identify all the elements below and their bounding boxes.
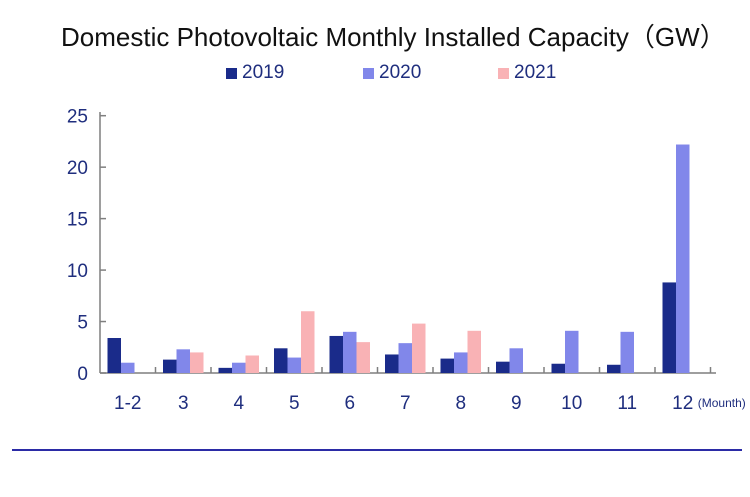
y-axis-label-10: 10 [67,261,88,282]
bar-2019-month-8 [440,358,454,373]
bar-2020-month-3 [176,349,190,373]
bar-2019-month-12 [662,282,676,373]
x-axis-label-9: 9 [511,393,522,414]
x-axis-label-10: 10 [561,393,582,414]
bar-2019-month-3 [163,359,177,373]
bar-2019-month-9 [496,361,510,373]
legend-swatch-2019-icon [226,67,237,79]
chart-title: Domestic Photovoltaic Monthly Installed … [61,22,726,52]
bar-2019-month-7 [385,354,399,373]
bar-2020-month-7 [398,343,412,373]
y-axis-label-20: 20 [67,158,88,179]
chart-legend: 2019 2020 2021 [0,62,750,86]
bar-2021-month-5 [301,311,315,373]
x-axis-label-8: 8 [455,393,466,414]
legend-item-2021: 2021 [498,62,556,84]
bar-chart-plot: 0 5 10 15 20 25 1-2 3 4 5 6 7 8 9 10 11 12 (Mounth) [67,107,746,414]
bar-2021-month-3 [190,352,204,373]
legend-swatch-2021-icon [498,67,509,79]
bar-2019-month-11 [607,364,621,373]
bar-2021-month-8 [467,330,481,373]
bottom-divider-line [12,449,742,451]
legend-label-2021: 2021 [514,62,557,83]
bar-2019-month-1-2 [107,338,121,373]
y-axis-label-15: 15 [67,210,88,231]
legend-swatch-2020-icon [363,67,374,79]
x-axis-unit-label: (Mounth) [698,396,746,410]
x-axis-label-4: 4 [233,393,244,414]
legend-label-2020: 2020 [379,62,422,83]
bar-2020-month-6 [343,331,357,373]
bar-2019-month-6 [329,335,343,373]
bar-2019-month-4 [218,367,232,373]
bar-2020-month-8 [454,352,468,373]
y-axis-label-5: 5 [77,313,88,334]
legend-label-2019: 2019 [242,62,285,83]
bar-2021-month-7 [412,323,426,373]
x-axis-label-5: 5 [289,393,300,414]
bar-2019-month-5 [274,348,288,373]
x-axis-label-11: 11 [617,393,637,414]
y-axis-label-0: 0 [77,364,88,385]
y-axis-label-25: 25 [67,107,88,128]
bar-2021-month-4 [245,355,259,373]
bar-2019-month-10 [551,363,565,373]
bar-2021-month-6 [356,342,370,373]
bar-2020-month-4 [232,362,246,373]
x-axis-label-1-2: 1-2 [114,393,141,414]
bar-2020-month-1-2 [121,362,135,373]
bar-2020-month-11 [620,331,634,373]
bar-2020-month-12 [676,144,690,373]
legend-item-2019: 2019 [226,62,284,84]
x-axis-label-6: 6 [344,393,355,414]
legend-item-2020: 2020 [363,62,421,84]
x-axis-label-12: 12 [672,393,693,414]
bar-2020-month-9 [509,348,523,373]
bar-2020-month-5 [287,357,301,373]
x-axis-label-7: 7 [400,393,411,414]
x-axis-label-3: 3 [178,393,189,414]
bar-2020-month-10 [565,330,579,373]
